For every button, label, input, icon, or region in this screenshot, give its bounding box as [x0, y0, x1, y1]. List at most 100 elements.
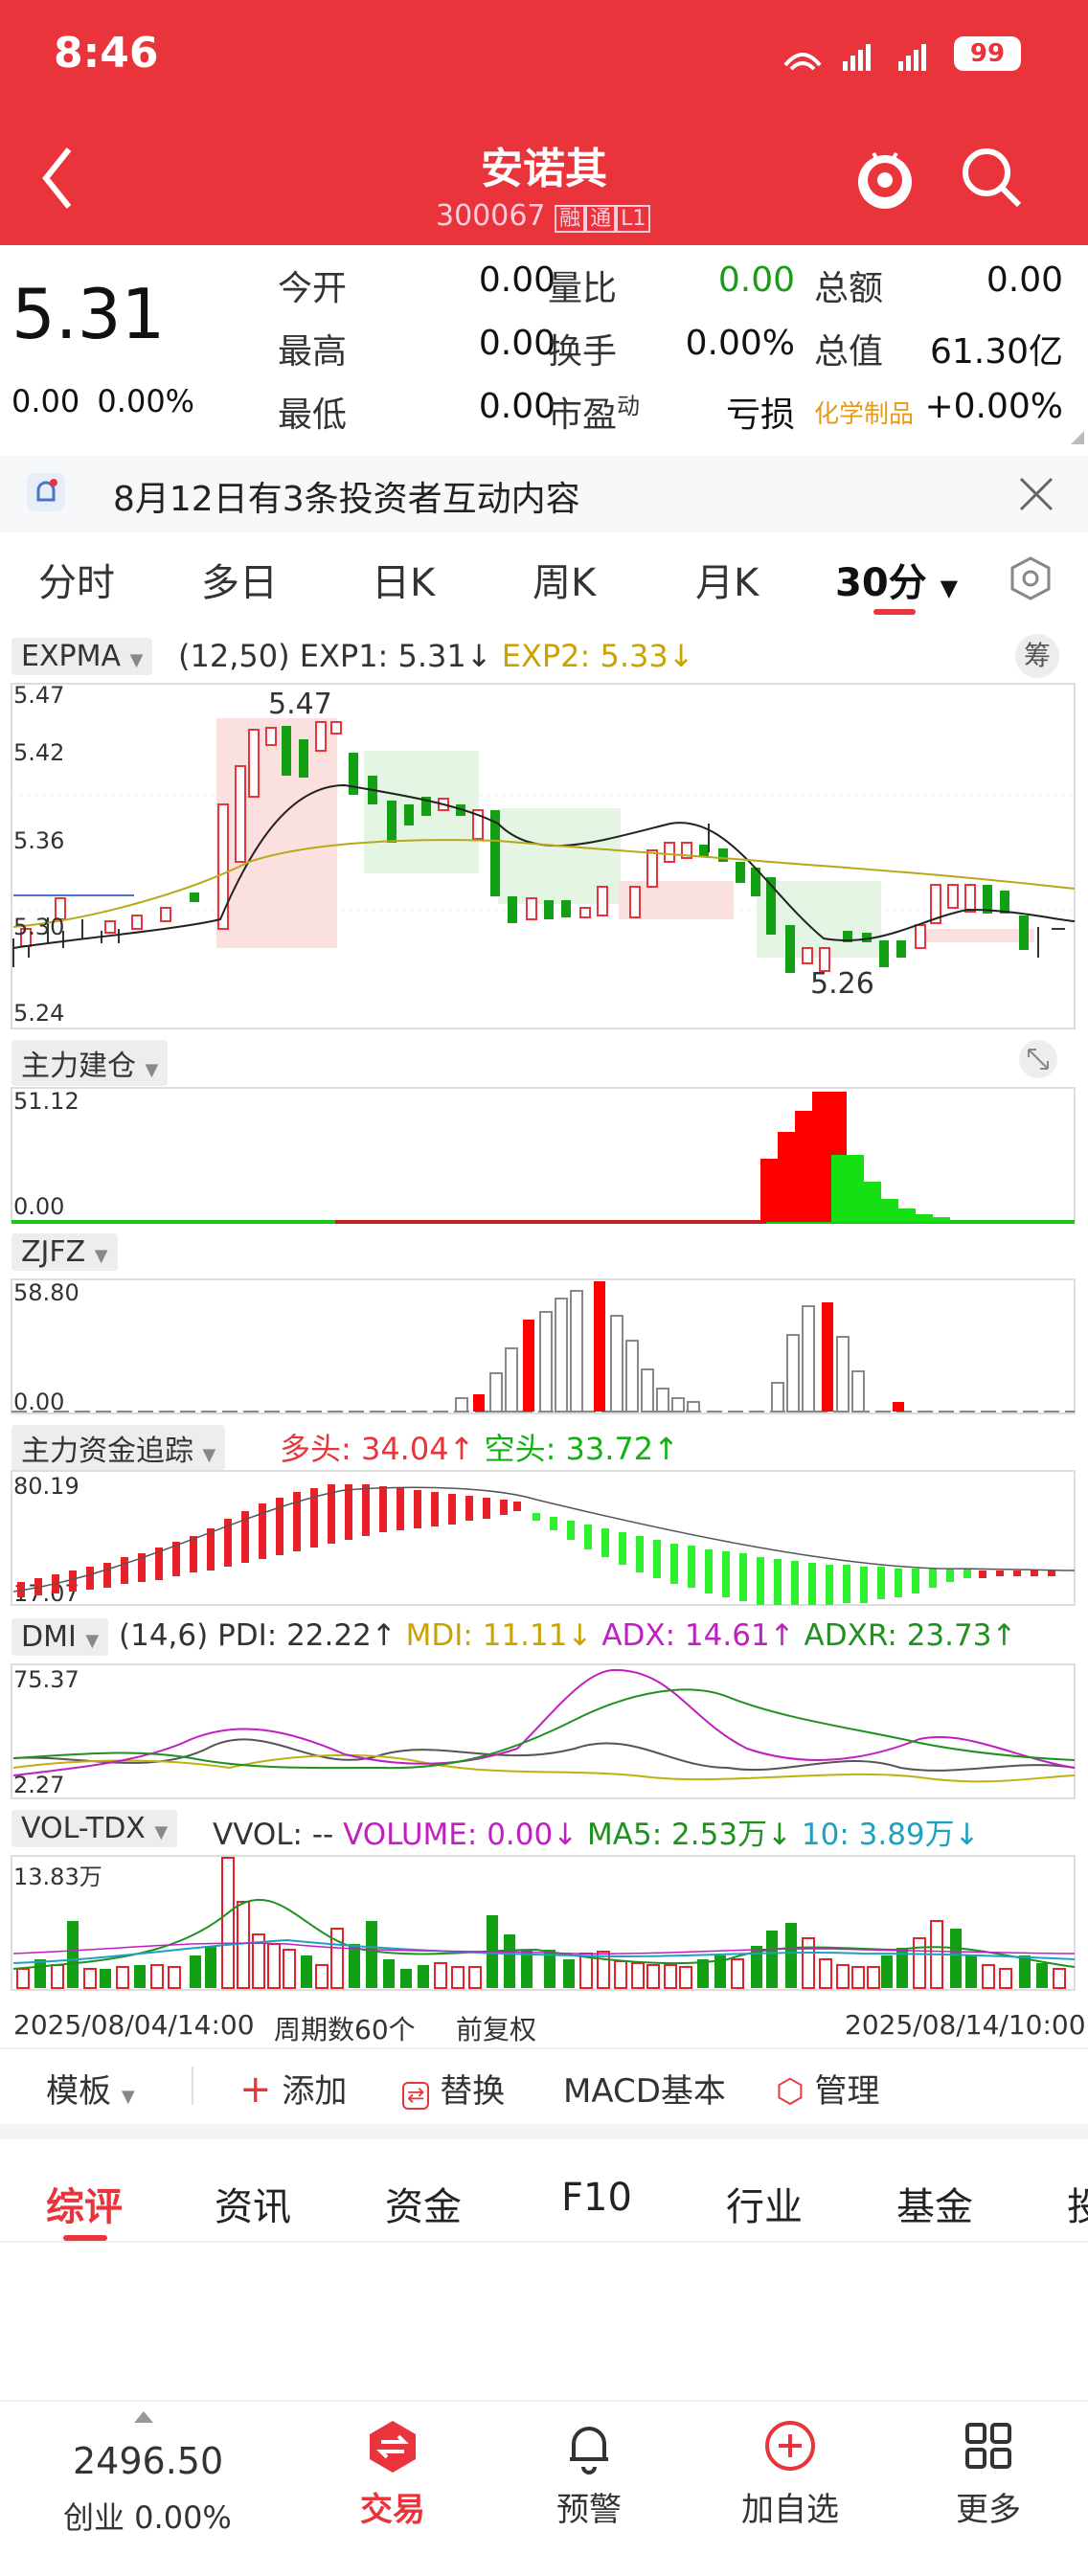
indicator-zjfz-select[interactable]: ZJFZ ▼	[11, 1233, 118, 1271]
bottom-nav: 2496.50 创业 0.00% 交易 预警 加自选 更多	[0, 2400, 1088, 2576]
low-label: 5.26	[810, 967, 874, 1001]
nav-add-label: 加自选	[741, 2491, 839, 2529]
label-pe-sup: 动	[617, 393, 641, 419]
label-pe-text: 市盈	[548, 395, 618, 435]
capital-track-legend: 多头: 34.04↑ 空头: 33.72↑	[280, 1425, 679, 1469]
tab-monthly[interactable]: 月K	[695, 561, 759, 605]
nav-more[interactable]: 更多	[941, 2417, 1036, 2530]
dmi-mdi: MDI: 11.11↓	[405, 1618, 593, 1653]
adjust-mode[interactable]: 前复权	[456, 2014, 537, 2045]
nav-trade-label: 交易	[360, 2491, 425, 2529]
candles	[12, 721, 1065, 973]
range-start: 2025/08/04/14:00	[13, 2009, 255, 2041]
tab-weekly[interactable]: 周K	[533, 561, 597, 605]
macd-basic-button[interactable]: MACD基本	[563, 2072, 726, 2111]
section-gap	[0, 2124, 1088, 2139]
indicator-expma-select[interactable]: EXPMA ▼	[11, 638, 153, 675]
vol-ma5: MA5: 2.53万↓	[587, 1818, 793, 1852]
tab-news[interactable]: 资讯	[215, 2185, 291, 2229]
label-sector[interactable]: 化学制品	[814, 400, 915, 429]
corner-mark	[1071, 431, 1084, 444]
chip-tool-button[interactable]: 筹	[1015, 634, 1059, 678]
add-circle-icon	[765, 2421, 815, 2471]
divider	[192, 2067, 193, 2105]
tab-overview[interactable]: 综评	[46, 2185, 123, 2229]
expma-params: (12,50)	[178, 638, 290, 674]
ind5-title: VOL-TDX	[21, 1812, 146, 1845]
replace-indicator-button[interactable]: ⇄ 替换	[402, 2065, 505, 2112]
value-market-cap: 61.30亿	[929, 332, 1063, 372]
volume-chart	[11, 1855, 1076, 1991]
index-name[interactable]: 创业 0.00%	[63, 2499, 232, 2536]
tab-daily[interactable]: 日K	[372, 561, 436, 605]
value-open: 0.00	[478, 260, 555, 300]
tab-timeshare[interactable]: 分时	[38, 561, 115, 605]
nav-trade[interactable]: 交易	[345, 2417, 441, 2530]
add-label: 添加	[282, 2072, 348, 2111]
template-select[interactable]: 模板 ▼	[46, 2072, 135, 2111]
status-time: 8:46	[54, 29, 159, 78]
label-market-cap: 总值	[814, 332, 884, 372]
nav-add-watchlist[interactable]: 加自选	[737, 2417, 843, 2530]
value-turnover-rate: 0.00%	[685, 324, 795, 363]
assistant-icon[interactable]	[854, 144, 916, 218]
signal-icons	[776, 36, 1015, 81]
grid-icon	[965, 2423, 1011, 2469]
tabs-divider	[0, 2241, 1088, 2243]
notice-bell-icon	[25, 471, 67, 517]
y-tick-5: 5.24	[13, 1000, 65, 1027]
trade-icon	[370, 2421, 416, 2473]
tab-multiday[interactable]: 多日	[201, 561, 278, 605]
candlestick-chart	[11, 683, 1076, 1029]
manage-indicator-button[interactable]: ⬡ 管理	[776, 2065, 880, 2112]
ind1-max: 51.12	[13, 1088, 79, 1115]
notice-bar[interactable]: 8月12日有3条投资者互动内容	[0, 456, 1088, 532]
indicator-capital-track-select[interactable]: 主力资金追踪 ▼	[11, 1425, 226, 1471]
value-volume-ratio: 0.00	[717, 260, 795, 300]
tab-capital[interactable]: 资金	[385, 2185, 462, 2229]
label-high: 最高	[278, 332, 348, 372]
y-tick-4: 5.30	[13, 914, 65, 940]
expma-exp2: EXP2: 5.33↓	[501, 638, 694, 674]
back-icon[interactable]	[38, 144, 77, 215]
period-count: 周期数60个	[274, 2014, 416, 2045]
tab-30min[interactable]: 30分 ▼	[835, 552, 958, 607]
caret-up-icon	[134, 2411, 153, 2423]
bottom-tab-indicator	[63, 2235, 107, 2241]
value-low: 0.00	[478, 387, 555, 426]
stock-code: 300067	[436, 199, 546, 233]
ind4-max: 75.37	[13, 1666, 79, 1693]
dmi-pdi: PDI: 22.22↑	[217, 1618, 397, 1653]
nav-more-label: 更多	[956, 2491, 1021, 2529]
label-turnover-rate: 换手	[548, 332, 618, 372]
template-label: 模板	[46, 2072, 111, 2111]
indicator-main-build-select[interactable]: 主力建仓 ▼	[11, 1040, 169, 1086]
bell-icon	[570, 2427, 608, 2474]
main-build-chart	[11, 1087, 1076, 1224]
tab-fund[interactable]: 基金	[896, 2185, 973, 2229]
nav-alert[interactable]: 预警	[541, 2417, 637, 2530]
label-volume-ratio: 量比	[548, 269, 618, 308]
change-value: 0.00	[11, 383, 80, 419]
replace-label: 替换	[440, 2072, 506, 2111]
indicator-vol-select[interactable]: VOL-TDX ▼	[11, 1810, 178, 1847]
search-icon[interactable]	[958, 144, 1025, 215]
index-value[interactable]: 2496.50	[73, 2440, 224, 2482]
settings-hex-icon[interactable]	[1008, 555, 1054, 605]
capital-track-chart	[11, 1470, 1076, 1606]
tab-more-cut[interactable]: 投	[1067, 2185, 1088, 2229]
tab-f10[interactable]: F10	[561, 2176, 632, 2220]
y-tick-2: 5.42	[13, 739, 65, 766]
plus-icon: +	[239, 2068, 272, 2112]
add-indicator-button[interactable]: + 添加	[239, 2065, 347, 2112]
tab-30min-label: 30分	[835, 561, 927, 605]
tab-industry[interactable]: 行业	[726, 2185, 803, 2229]
close-icon[interactable]	[1017, 475, 1055, 517]
ind1-title: 主力建仓	[21, 1050, 136, 1083]
value-turnover-amount: 0.00	[986, 260, 1063, 300]
app-header: 8:46 99 安诺其 300067 融通 L1	[0, 0, 1088, 245]
expand-icon[interactable]	[1019, 1040, 1057, 1078]
indicator-dmi-select[interactable]: DMI ▼	[11, 1618, 109, 1656]
long-value: 多头: 34.04↑	[280, 1431, 475, 1467]
vol-ma10: 10: 3.89万↓	[801, 1818, 980, 1852]
